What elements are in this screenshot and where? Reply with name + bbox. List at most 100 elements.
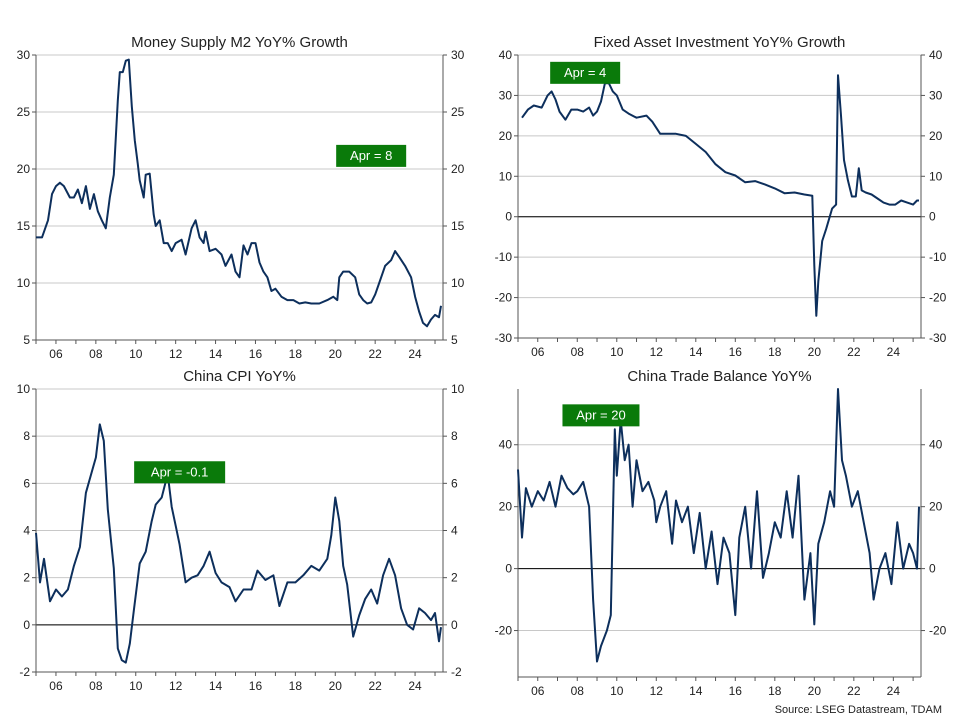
annotation-box [562,404,640,427]
x-tick-label: 12 [169,347,183,361]
y-tick-label-left: 30 [17,48,31,62]
y-tick-label-right: 40 [929,48,943,62]
x-tick-label: 16 [249,347,263,361]
x-tick-label: 12 [650,684,664,698]
y-tick-label-left: -20 [495,624,513,638]
y-tick-label-left: 15 [17,219,31,233]
chart-title: Money Supply M2 YoY% Growth [131,34,348,51]
y-tick-label-right: 30 [451,48,465,62]
y-tick-label-right: 10 [929,169,943,183]
x-tick-label: 22 [368,679,382,693]
x-tick-label: 16 [249,679,263,693]
x-tick-label: 22 [368,347,382,361]
y-tick-label-left: 5 [23,333,30,347]
x-tick-label: 14 [689,684,703,698]
y-tick-label-right: 15 [451,219,465,233]
x-tick-label: 20 [329,347,343,361]
series-line [521,74,919,317]
x-tick-label: 12 [650,345,664,359]
x-tick-label: 16 [729,684,743,698]
chart-panel-m2: Money Supply M2 YoY% Growth 5 5 10 10 15 15 20 2… [17,34,465,361]
y-tick-label-left: 20 [499,129,513,143]
x-tick-label: 18 [768,684,782,698]
y-tick-label-right: 40 [929,438,943,452]
annotation-box [336,144,407,167]
x-tick-label: 08 [571,345,585,359]
chart-title: China Trade Balance YoY% [627,368,811,385]
x-tick-label: 20 [808,345,822,359]
y-tick-label-right: -20 [929,291,947,305]
series-line [35,423,442,664]
y-tick-label-right: -2 [451,665,462,679]
chart-panel-trade: China Trade Balance YoY% -20 -20 0 0 20 20 40 40… [495,368,947,698]
y-tick-label-right: 30 [929,88,943,102]
y-tick-label-right: -10 [929,250,947,264]
x-tick-label: 08 [571,684,585,698]
chart-panel-fai: Fixed Asset Investment YoY% Growth -30 -30… [495,34,947,359]
x-tick-label: 10 [129,347,143,361]
y-tick-label-left: 8 [23,429,30,443]
y-tick-label-right: -20 [929,624,947,638]
annotation-label: Apr = 4 [564,65,606,80]
chart-title: China CPI YoY% [183,368,296,385]
x-tick-label: 08 [89,679,103,693]
x-tick-label: 24 [887,345,901,359]
x-tick-label: 14 [209,347,223,361]
y-tick-label-left: -20 [495,291,513,305]
y-tick-label-left: 0 [23,618,30,632]
x-tick-label: 24 [408,679,422,693]
x-tick-label: 20 [329,679,343,693]
x-tick-label: 06 [531,345,545,359]
y-tick-label-left: 4 [23,524,30,538]
y-tick-label-right: 20 [451,162,465,176]
annotation-box [550,61,621,84]
y-tick-label-right: 10 [451,276,465,290]
source-note: Source: LSEG Datastream, TDAM [775,704,942,716]
x-tick-label: 10 [610,684,624,698]
y-tick-label-right: 10 [451,382,465,396]
y-tick-label-right: 20 [929,500,943,514]
y-tick-label-left: 10 [17,382,31,396]
y-tick-label-left: 20 [17,162,31,176]
y-tick-label-left: 30 [499,88,513,102]
x-tick-label: 14 [209,679,223,693]
y-tick-label-right: 0 [929,562,936,576]
x-tick-label: 22 [847,684,861,698]
x-tick-label: 10 [129,679,143,693]
y-tick-label-right: 0 [451,618,458,632]
annotation-label: Apr = 20 [576,407,626,422]
y-tick-label-left: 6 [23,476,30,490]
x-tick-label: 18 [289,347,303,361]
chart-title: Fixed Asset Investment YoY% Growth [594,34,846,51]
y-tick-label-left: 40 [499,48,513,62]
x-tick-label: 06 [531,684,545,698]
x-tick-label: 24 [887,684,901,698]
y-tick-label-left: 40 [499,438,513,452]
y-tick-label-right: 25 [451,105,465,119]
x-tick-label: 18 [289,679,303,693]
y-tick-label-right: 0 [929,210,936,224]
annotation-label: Apr = 8 [350,148,392,163]
y-tick-label-left: 25 [17,105,31,119]
y-tick-label-left: 10 [499,169,513,183]
y-tick-label-right: 8 [451,429,458,443]
x-tick-label: 10 [610,345,624,359]
y-tick-label-left: 0 [505,562,512,576]
annotation-label: Apr = -0.1 [151,464,208,479]
x-tick-label: 20 [808,684,822,698]
x-tick-label: 22 [847,345,861,359]
y-tick-label-right: 20 [929,129,943,143]
y-tick-label-left: 10 [17,276,31,290]
y-tick-label-left: -30 [495,331,513,345]
y-tick-label-right: -30 [929,331,947,345]
x-tick-label: 06 [49,679,63,693]
y-tick-label-left: 0 [505,210,512,224]
annotation-box [134,461,226,484]
x-tick-label: 16 [729,345,743,359]
y-tick-label-right: 4 [451,524,458,538]
y-tick-label-left: -10 [495,250,513,264]
x-tick-label: 08 [89,347,103,361]
x-tick-label: 06 [49,347,63,361]
